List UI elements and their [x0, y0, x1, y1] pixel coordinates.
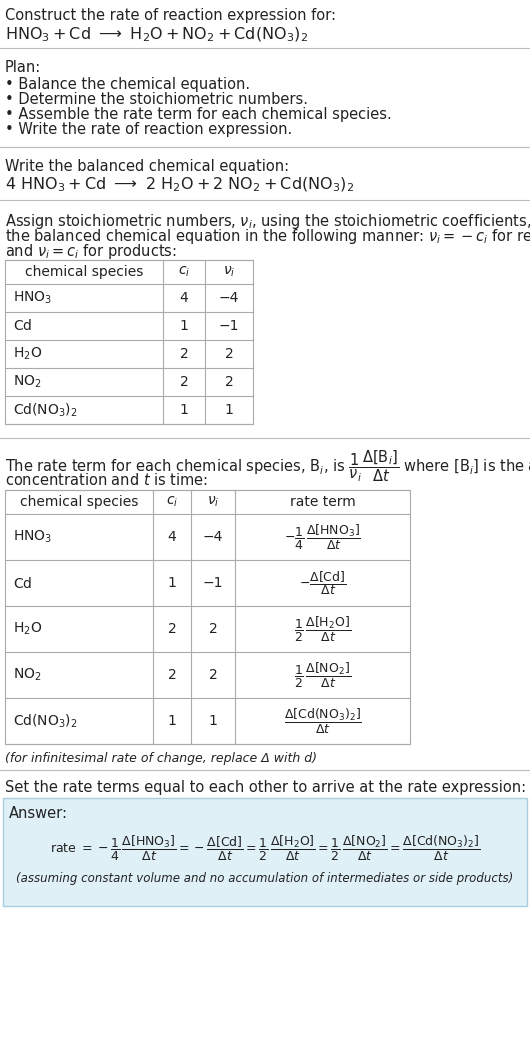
- Text: $\mathrm{Cd}$: $\mathrm{Cd}$: [13, 575, 32, 591]
- Text: $\dfrac{1}{2}\,\dfrac{\Delta[\mathrm{NO_2}]}{\Delta t}$: $\dfrac{1}{2}\,\dfrac{\Delta[\mathrm{NO_…: [294, 660, 351, 689]
- Text: −1: −1: [219, 319, 239, 333]
- Text: $\mathrm{H_2O}$: $\mathrm{H_2O}$: [13, 346, 42, 362]
- Text: 2: 2: [180, 347, 188, 361]
- Text: −4: −4: [219, 291, 239, 305]
- Text: −1: −1: [203, 576, 223, 590]
- Bar: [5, 260, 253, 424]
- Text: 1: 1: [180, 319, 189, 333]
- Text: concentration and $t$ is time:: concentration and $t$ is time:: [5, 472, 208, 488]
- Text: 2: 2: [225, 347, 233, 361]
- Text: 1: 1: [167, 714, 176, 728]
- Text: Assign stoichiometric numbers, $\nu_i$, using the stoichiometric coefficients, $: Assign stoichiometric numbers, $\nu_i$, …: [5, 212, 530, 231]
- Text: $c_i$: $c_i$: [178, 265, 190, 279]
- Text: $-\dfrac{1}{4}\,\dfrac{\Delta[\mathrm{HNO_3}]}{\Delta t}$: $-\dfrac{1}{4}\,\dfrac{\Delta[\mathrm{HN…: [284, 523, 361, 551]
- Text: 2: 2: [167, 622, 176, 636]
- Text: 2: 2: [209, 622, 217, 636]
- Text: rate $= -\dfrac{1}{4}\,\dfrac{\Delta[\mathrm{HNO_3}]}{\Delta t} = -\dfrac{\Delta: rate $= -\dfrac{1}{4}\,\dfrac{\Delta[\ma…: [50, 834, 480, 863]
- Text: (assuming constant volume and no accumulation of intermediates or side products): (assuming constant volume and no accumul…: [16, 872, 514, 885]
- Text: • Balance the chemical equation.: • Balance the chemical equation.: [5, 77, 250, 92]
- Text: $\mathrm{Cd}$: $\mathrm{Cd}$: [13, 318, 32, 334]
- Text: $\mathrm{NO_2}$: $\mathrm{NO_2}$: [13, 666, 42, 683]
- Text: (for infinitesimal rate of change, replace Δ with d): (for infinitesimal rate of change, repla…: [5, 752, 317, 765]
- Text: 2: 2: [180, 376, 188, 389]
- Text: $\nu_i$: $\nu_i$: [207, 495, 219, 509]
- Text: 4: 4: [167, 530, 176, 544]
- Text: The rate term for each chemical species, $\mathrm{B}_i$, is $\dfrac{1}{\nu_i}\df: The rate term for each chemical species,…: [5, 448, 530, 483]
- Text: $-\dfrac{\Delta[\mathrm{Cd}]}{\Delta t}$: $-\dfrac{\Delta[\mathrm{Cd}]}{\Delta t}$: [299, 569, 346, 597]
- Text: $\mathrm{Cd(NO_3)_2}$: $\mathrm{Cd(NO_3)_2}$: [13, 712, 78, 730]
- Text: the balanced chemical equation in the following manner: $\nu_i = -c_i$ for react: the balanced chemical equation in the fo…: [5, 227, 530, 246]
- Text: 2: 2: [167, 668, 176, 682]
- Text: $\mathrm{4\ HNO_3 + Cd\ \longrightarrow\ 2\ H_2O + 2\ NO_2 + Cd(NO_3)_2}$: $\mathrm{4\ HNO_3 + Cd\ \longrightarrow\…: [5, 176, 354, 195]
- Text: $\mathrm{HNO_3 + Cd\ \longrightarrow\ H_2O + NO_2 + Cd(NO_3)_2}$: $\mathrm{HNO_3 + Cd\ \longrightarrow\ H_…: [5, 26, 308, 44]
- Text: • Write the rate of reaction expression.: • Write the rate of reaction expression.: [5, 122, 292, 137]
- Text: $\nu_i$: $\nu_i$: [223, 265, 235, 279]
- Text: 2: 2: [209, 668, 217, 682]
- Text: 4: 4: [180, 291, 188, 305]
- Text: −4: −4: [203, 530, 223, 544]
- Text: Set the rate terms equal to each other to arrive at the rate expression:: Set the rate terms equal to each other t…: [5, 780, 526, 795]
- Text: $c_i$: $c_i$: [166, 495, 178, 509]
- Text: $\mathrm{HNO_3}$: $\mathrm{HNO_3}$: [13, 529, 52, 545]
- Text: $\dfrac{\Delta[\mathrm{Cd(NO_3)_2}]}{\Delta t}$: $\dfrac{\Delta[\mathrm{Cd(NO_3)_2}]}{\De…: [284, 706, 361, 735]
- Text: chemical species: chemical species: [20, 495, 138, 509]
- Text: $\mathrm{Cd(NO_3)_2}$: $\mathrm{Cd(NO_3)_2}$: [13, 402, 78, 418]
- Text: $\dfrac{1}{2}\,\dfrac{\Delta[\mathrm{H_2O}]}{\Delta t}$: $\dfrac{1}{2}\,\dfrac{\Delta[\mathrm{H_2…: [294, 614, 351, 643]
- Text: 1: 1: [167, 576, 176, 590]
- Text: 2: 2: [225, 376, 233, 389]
- Text: Plan:: Plan:: [5, 60, 41, 75]
- Text: Write the balanced chemical equation:: Write the balanced chemical equation:: [5, 159, 289, 174]
- Bar: [5, 490, 410, 744]
- Bar: [3, 798, 527, 906]
- Text: 1: 1: [180, 403, 189, 417]
- Text: $\mathrm{H_2O}$: $\mathrm{H_2O}$: [13, 620, 42, 637]
- Text: rate term: rate term: [289, 495, 356, 509]
- Text: and $\nu_i = c_i$ for products:: and $\nu_i = c_i$ for products:: [5, 242, 177, 262]
- Text: chemical species: chemical species: [25, 265, 143, 279]
- Text: $\mathrm{HNO_3}$: $\mathrm{HNO_3}$: [13, 290, 52, 306]
- Text: $\mathrm{NO_2}$: $\mathrm{NO_2}$: [13, 373, 42, 390]
- Text: 1: 1: [225, 403, 233, 417]
- Text: Answer:: Answer:: [9, 806, 68, 821]
- Text: • Determine the stoichiometric numbers.: • Determine the stoichiometric numbers.: [5, 92, 308, 107]
- Text: • Assemble the rate term for each chemical species.: • Assemble the rate term for each chemic…: [5, 107, 392, 122]
- Text: Construct the rate of reaction expression for:: Construct the rate of reaction expressio…: [5, 8, 336, 23]
- Text: 1: 1: [209, 714, 217, 728]
